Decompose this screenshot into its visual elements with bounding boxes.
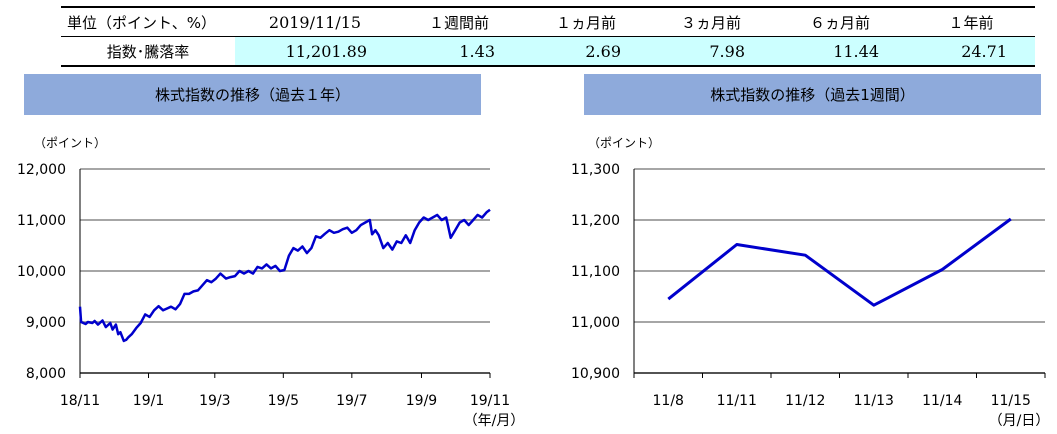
value-1year: 24.71 <box>907 36 1035 67</box>
chart1-series-line <box>78 208 491 343</box>
chart1-xlabel: （年/月） <box>464 413 525 429</box>
value-1week: 1.43 <box>395 36 523 67</box>
chart2-series-line <box>667 217 1012 307</box>
value-index: 11,201.89 <box>235 36 395 67</box>
chart1-ylabel: （ポイント） <box>34 136 106 150</box>
value-3month: 7.98 <box>649 36 773 67</box>
chart1-ytick-label: 11,000 <box>17 213 66 229</box>
chart1-xtick-label: 19/9 <box>406 393 437 409</box>
header-1month: １ヵ月前 <box>523 6 649 37</box>
chart-title-1year: 株式指数の推移（過去１年） <box>24 74 481 115</box>
chart1-ytick-label: 10,000 <box>17 264 66 280</box>
chart-title-1week: 株式指数の推移（過去1週間） <box>584 74 1041 115</box>
chart2-xtick-label: 11/14 <box>922 393 962 409</box>
chart2-xtick-label: 11/8 <box>653 393 684 409</box>
row-label: 指数･騰落率 <box>61 36 235 67</box>
header-date: 2019/11/15 <box>235 6 395 37</box>
header-1year: １年前 <box>907 6 1035 37</box>
chart1-xtick-label: 19/1 <box>133 393 164 409</box>
summary-header-row: 単位（ポイント、%） 2019/11/15 １週間前 １ヵ月前 ３ヵ月前 ６ヵ月… <box>61 6 1035 37</box>
header-6month: ６ヵ月前 <box>773 6 907 37</box>
summary-value-row: 指数･騰落率 11,201.89 1.43 2.69 7.98 11.44 24… <box>61 36 1035 67</box>
chart1-ytick-label: 8,000 <box>26 366 66 382</box>
chart2-ytick-label: 11,300 <box>571 162 620 178</box>
chart1-ytick-label: 9,000 <box>26 315 66 331</box>
chart1-xtick-label: 19/7 <box>336 393 367 409</box>
chart2-xtick-label: 11/15 <box>991 393 1031 409</box>
chart1-ytick-label: 12,000 <box>17 162 66 178</box>
chart2-ytick-label: 11,000 <box>571 315 620 331</box>
chart1-xtick-label: 19/5 <box>268 393 299 409</box>
chart2-ytick-label: 10,900 <box>571 366 620 382</box>
value-1month: 2.69 <box>523 36 649 67</box>
chart2-ytick-label: 11,200 <box>571 213 620 229</box>
header-unit: 単位（ポイント、%） <box>61 6 235 37</box>
chart2-ytick-label: 11,100 <box>571 264 620 280</box>
header-3month: ３ヵ月前 <box>649 6 773 37</box>
chart2-xlabel: （月/日） <box>989 413 1050 429</box>
chart1-xtick-label: 19/3 <box>199 393 230 409</box>
chart2-xtick-label: 11/13 <box>854 393 894 409</box>
chart1-xtick-label: 18/11 <box>60 393 100 409</box>
header-1week: １週間前 <box>395 6 523 37</box>
chart2-ylabel: （ポイント） <box>588 136 660 150</box>
value-6month: 11.44 <box>773 36 907 67</box>
summary-table: 単位（ポイント、%） 2019/11/15 １週間前 １ヵ月前 ３ヵ月前 ６ヵ月… <box>61 6 1035 67</box>
chart2-xtick-label: 11/11 <box>717 393 757 409</box>
chart1-xtick-label: 19/11 <box>470 393 510 409</box>
chart2-xtick-label: 11/12 <box>785 393 825 409</box>
